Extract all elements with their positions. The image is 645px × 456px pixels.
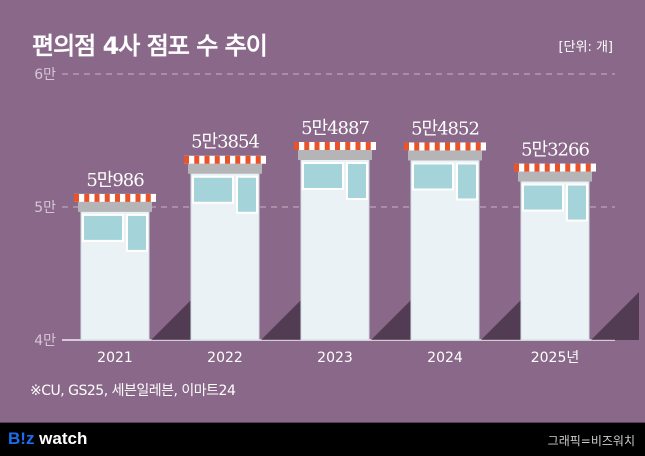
awning-stripe [544,163,550,172]
awning-stripe [225,155,230,164]
awning-stripe [585,163,591,172]
y-tick-label: 6만 [34,67,56,83]
awning-stripe [115,193,120,202]
awning-stripe [404,142,409,151]
roof-band [78,201,152,212]
x-tick-label: 2024 [427,350,463,366]
awning-stripe [355,142,361,151]
window [412,162,454,191]
awning-stripe [555,163,560,172]
awning-stripe [524,163,530,172]
awning-stripe [534,163,540,172]
awning-stripe [294,142,299,151]
awning-stripe [365,142,371,151]
chart: 6만 5만 4만 5만986 2021 5만3854 2022 5만4887 2023 5만485… [34,67,639,366]
bar-building [184,155,309,341]
window [302,162,344,191]
awning-stripe [455,142,461,151]
data-label: 5만3854 [191,132,259,153]
data-label: 5만4887 [301,118,369,139]
bar-shadow [591,292,639,340]
window [522,183,564,212]
awning-stripe [204,155,210,164]
roof-band [298,150,372,161]
chart-title: 편의점 4사 점포 수 추이 [32,32,268,60]
x-tick-label: 2021 [97,350,133,366]
awning-stripe [445,142,450,151]
bar-shadow [371,292,419,340]
graphic-credit: 그래픽=비즈워치 [547,434,635,448]
awning-stripe [335,142,340,151]
awning-stripe [345,142,351,151]
awning-stripe [184,155,189,164]
roof-band [518,171,592,182]
x-tick-label: 2025년 [531,350,580,366]
data-label: 5만3266 [521,140,589,161]
awning-stripe [235,155,241,164]
unit-label: [단위: 개] [558,40,613,55]
awning-stripe [565,163,571,172]
awning-stripe [145,193,151,202]
awning-stripe [575,163,581,172]
bar-building [404,142,529,341]
awning-stripe [84,193,90,202]
bar-shadow [151,292,199,340]
door-window [346,162,368,201]
awning-stripe [74,193,79,202]
data-label: 5만4852 [411,118,479,139]
source-note: ※CU, GS25, 세븐일레븐, 이마트24 [30,383,236,399]
x-tick-label: 2023 [317,350,353,366]
bar-building [294,142,419,341]
bar-building [74,193,199,341]
y-tick-label: 4만 [34,333,56,349]
awning-stripe [304,142,310,151]
awning-stripe [194,155,200,164]
roof-band [188,163,262,174]
awning-stripe [465,142,471,151]
bar-shadow [261,292,309,340]
door-window [456,162,478,201]
awning-stripe [94,193,100,202]
y-tick-label: 5만 [34,200,56,216]
awning-stripe [324,142,330,151]
awning-stripe [104,193,110,202]
x-tick-label: 2022 [207,350,243,366]
bar-building [514,163,639,341]
data-label: 5만986 [86,170,144,191]
bar-shadow [481,292,529,340]
window [82,213,124,242]
awning-stripe [434,142,440,151]
awning-stripe [255,155,261,164]
awning-stripe [414,142,420,151]
awning-stripe [245,155,251,164]
awning-stripe [214,155,220,164]
roof-band [408,150,482,161]
awning-stripe [475,142,481,151]
footer: B!z watch 그래픽=비즈워치 [0,422,645,456]
window [192,175,234,204]
awning-stripe [125,193,131,202]
awning-stripe [135,193,141,202]
awning-stripe [314,142,320,151]
door-window [236,175,258,214]
awning-stripe [514,163,519,172]
door-window [126,213,148,252]
awning-stripe [424,142,430,151]
bizwatch-logo: B!z watch [8,429,88,448]
door-window [566,183,588,222]
